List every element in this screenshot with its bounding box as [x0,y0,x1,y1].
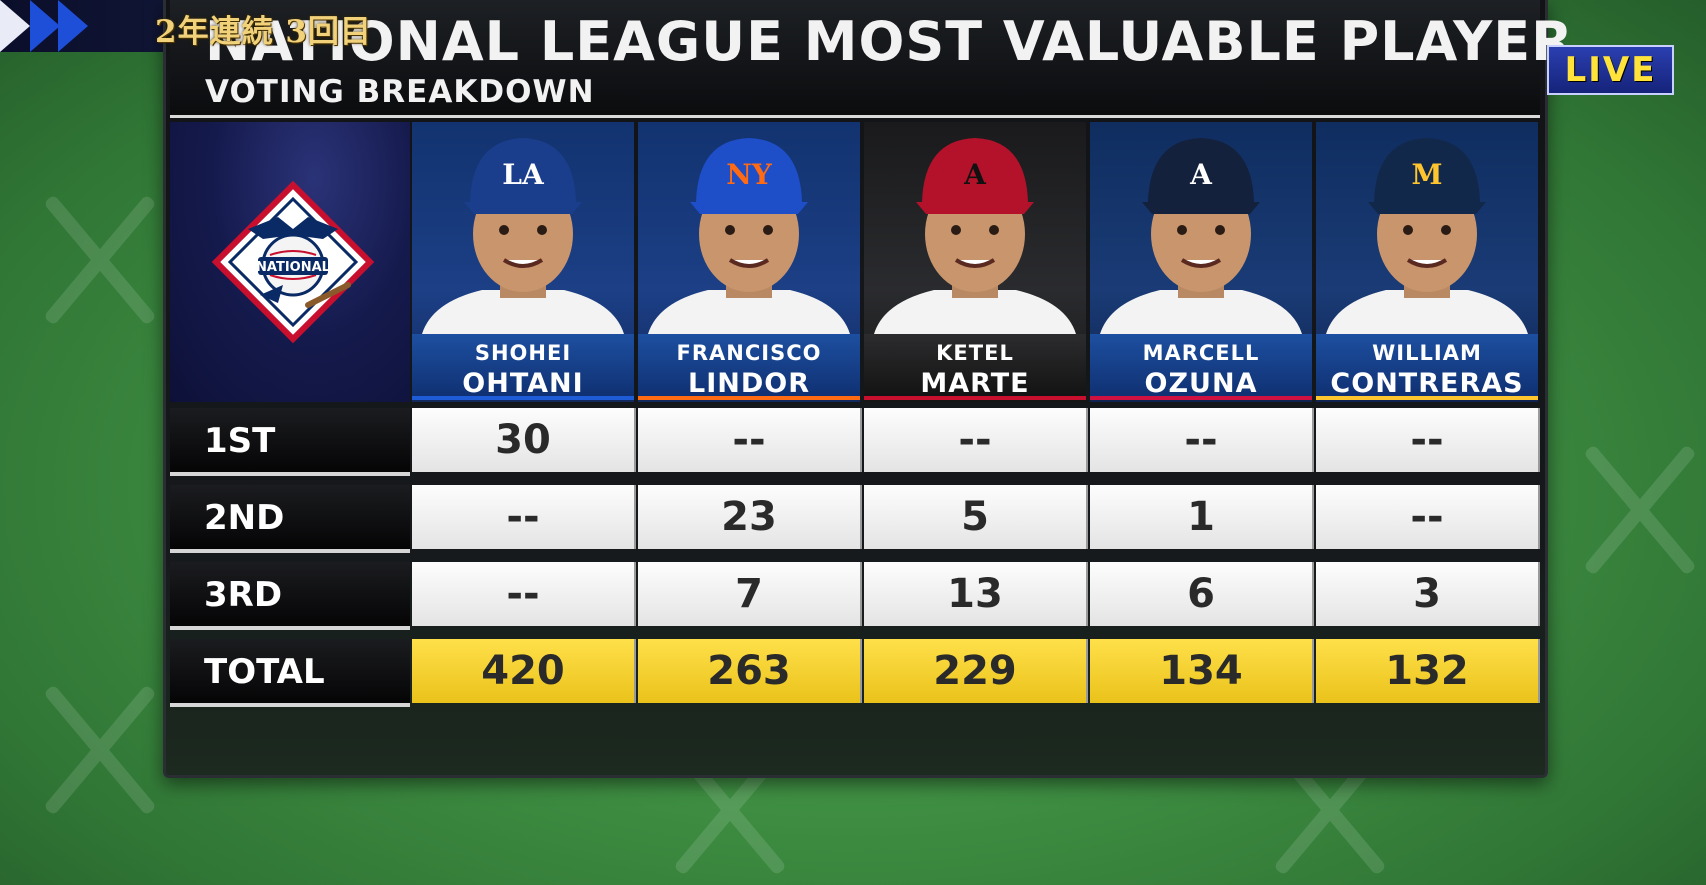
player-last-name: OZUNA [1144,368,1258,399]
vote-cell: 30 [412,408,636,472]
vote-cell: -- [412,562,636,626]
team-color-stripe [1090,396,1312,400]
vote-cell: 7 [638,562,862,626]
chevron-right-icon [30,0,60,52]
player-last-name: MARTE [920,368,1030,399]
vote-cell: -- [638,408,862,472]
vote-cell: 5 [864,485,1088,549]
player-card-2: A KETEL MARTE [864,122,1086,402]
league-logo-text: NATIONAL [256,260,330,275]
team-color-stripe [1316,396,1538,400]
chevron-right-icon [58,0,88,52]
row-label-total: TOTAL [170,639,410,707]
title-bar [170,0,1540,118]
vote-cell: 134 [1090,639,1314,703]
background-logo-icon [20,670,180,830]
player-last-name: LINDOR [687,368,810,399]
team-color-stripe [638,396,860,400]
player-first-name: KETEL [936,341,1014,365]
vote-cell: 132 [1316,639,1540,703]
player-first-name: FRANCISCO [676,341,822,365]
player-name-bar: FRANCISCO LINDOR [638,334,860,400]
player-last-name: CONTRERAS [1330,368,1524,399]
player-name-bar: SHOHEI OHTANI [412,334,634,400]
player-first-name: MARCELL [1142,341,1260,365]
vote-cell: 6 [1090,562,1314,626]
player-name-bar: KETEL MARTE [864,334,1086,400]
graphic-title: NATIONAL LEAGUE MOST VALUABLE PLAYER [205,10,1574,73]
live-badge: LIVE [1547,45,1674,95]
player-card-1: NY FRANCISCO LINDOR [638,122,860,402]
row-label-1st: 1ST [170,408,410,476]
player-photo: A [1100,138,1302,334]
row-label-3rd: 3RD [170,562,410,630]
player-card-3: A MARCELL OZUNA [1090,122,1312,402]
vote-cell: 1 [1090,485,1314,549]
vote-cell: 3 [1316,562,1540,626]
vote-cell: 263 [638,639,862,703]
vote-cell: 13 [864,562,1088,626]
player-photo: LA [422,138,624,334]
player-name-bar: MARCELL OZUNA [1090,334,1312,400]
player-card-4: M WILLIAM CONTRERAS [1316,122,1538,402]
background-logo-icon [20,180,180,340]
vote-cell: -- [864,408,1088,472]
player-last-name: OHTANI [462,368,584,399]
player-photo: M [1326,138,1528,334]
vote-cell: -- [1316,485,1540,549]
cap-logo: LA [502,158,545,191]
cap-logo: A [963,158,987,191]
vote-cell: -- [1316,408,1540,472]
cap-logo: NY [726,158,773,191]
league-logo-panel: NATIONAL [170,122,410,402]
chevron-right-icon [0,0,30,52]
cap-logo: A [1189,158,1213,191]
vote-cell: 229 [864,639,1088,703]
row-label-2nd: 2ND [170,485,410,553]
vote-cell: -- [412,485,636,549]
player-first-name: WILLIAM [1372,341,1482,365]
broadcast-caption: 2年連続 3回目 [155,14,372,50]
player-photo: NY [648,138,850,334]
cap-logo: M [1412,158,1443,191]
player-name-bar: WILLIAM CONTRERAS [1316,334,1538,400]
vote-cell: -- [1090,408,1314,472]
player-first-name: SHOHEI [474,341,572,365]
team-color-stripe [412,396,634,400]
vote-cell: 420 [412,639,636,703]
national-league-logo: NATIONAL [211,180,375,344]
player-card-0: LA SHOHEI OHTANI [412,122,634,402]
team-color-stripe [864,396,1086,400]
vote-cell: 23 [638,485,862,549]
player-photo: A [874,138,1076,334]
background-logo-icon [1560,430,1706,590]
graphic-subtitle: VOTING BREAKDOWN [205,74,595,110]
